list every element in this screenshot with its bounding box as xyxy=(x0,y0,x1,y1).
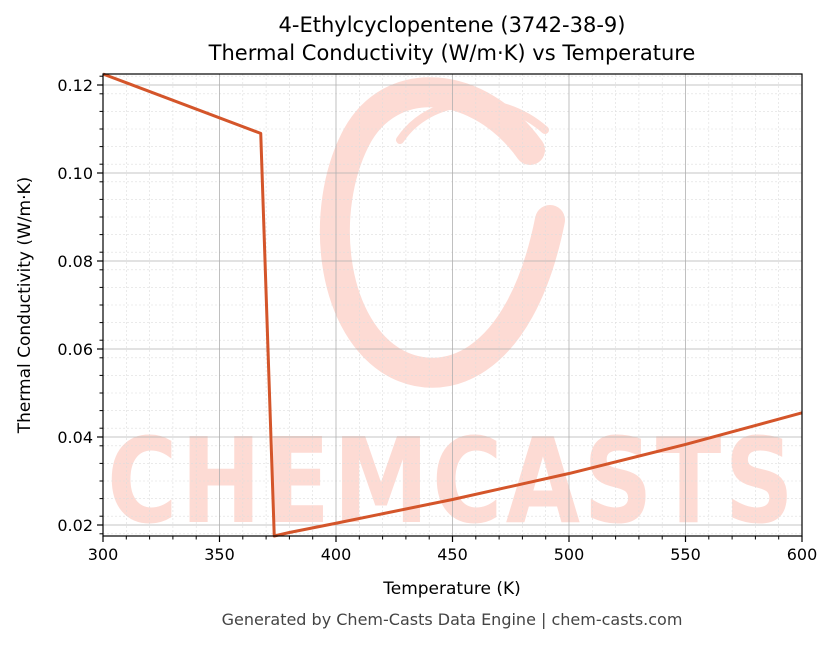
series-line xyxy=(102,72,803,538)
x-tick-label: 550 xyxy=(670,545,701,564)
watermark-logo-c xyxy=(319,77,565,388)
x-tick-label: 500 xyxy=(554,545,585,564)
x-tick-label: 350 xyxy=(204,545,235,564)
watermark-text: CHEMCASTS xyxy=(107,412,797,550)
y-axis-ticks: 0.02 0.04 0.06 0.08 0.10 0.12 xyxy=(57,75,103,535)
chart-title: 4-Ethylcyclopentene (3742-38-9) xyxy=(279,13,626,37)
y-tick-label: 0.10 xyxy=(57,164,93,183)
y-tick-label: 0.08 xyxy=(57,252,93,271)
x-tick-label: 400 xyxy=(321,545,352,564)
footer-credit: Generated by Chem-Casts Data Engine | ch… xyxy=(222,610,683,629)
x-tick-label: 300 xyxy=(88,545,119,564)
watermark: CHEMCASTS xyxy=(107,77,797,550)
y-tick-label: 0.04 xyxy=(57,428,93,447)
y-tick-label: 0.06 xyxy=(57,340,93,359)
series-layer xyxy=(102,72,803,538)
x-axis-ticks: 300 350 400 450 500 550 600 xyxy=(88,536,818,564)
x-axis-label: Temperature (K) xyxy=(382,579,521,599)
x-tick-label: 450 xyxy=(437,545,468,564)
y-tick-label: 0.02 xyxy=(57,516,93,535)
y-tick-label: 0.12 xyxy=(57,76,93,95)
x-tick-label: 600 xyxy=(787,545,818,564)
chart-subtitle: Thermal Conductivity (W/m·K) vs Temperat… xyxy=(208,41,696,65)
y-axis-label: Thermal Conductivity (W/m·K) xyxy=(15,177,35,435)
